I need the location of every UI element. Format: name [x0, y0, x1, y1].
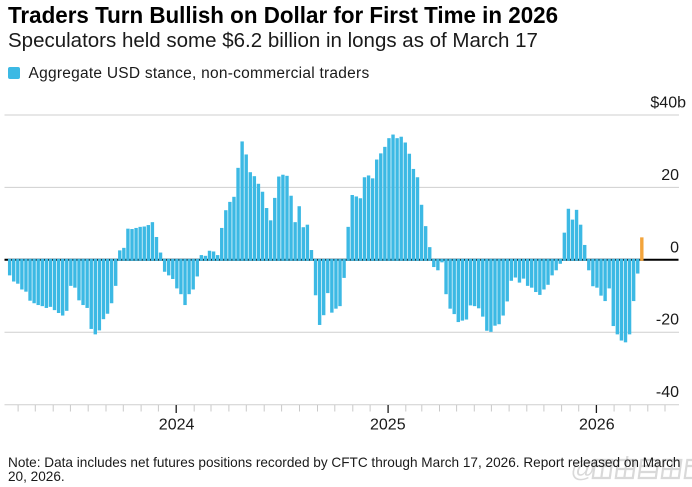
svg-text:@: @	[569, 456, 597, 483]
svg-text:$40b: $40b	[650, 95, 686, 112]
svg-text:2025: 2025	[370, 417, 406, 434]
svg-text:2026: 2026	[579, 417, 615, 434]
svg-text:2024: 2024	[159, 417, 195, 434]
svg-text:-20: -20	[656, 312, 679, 329]
svg-text:-40: -40	[656, 384, 679, 401]
svg-text:0: 0	[670, 239, 679, 256]
svg-text:20: 20	[661, 167, 679, 184]
